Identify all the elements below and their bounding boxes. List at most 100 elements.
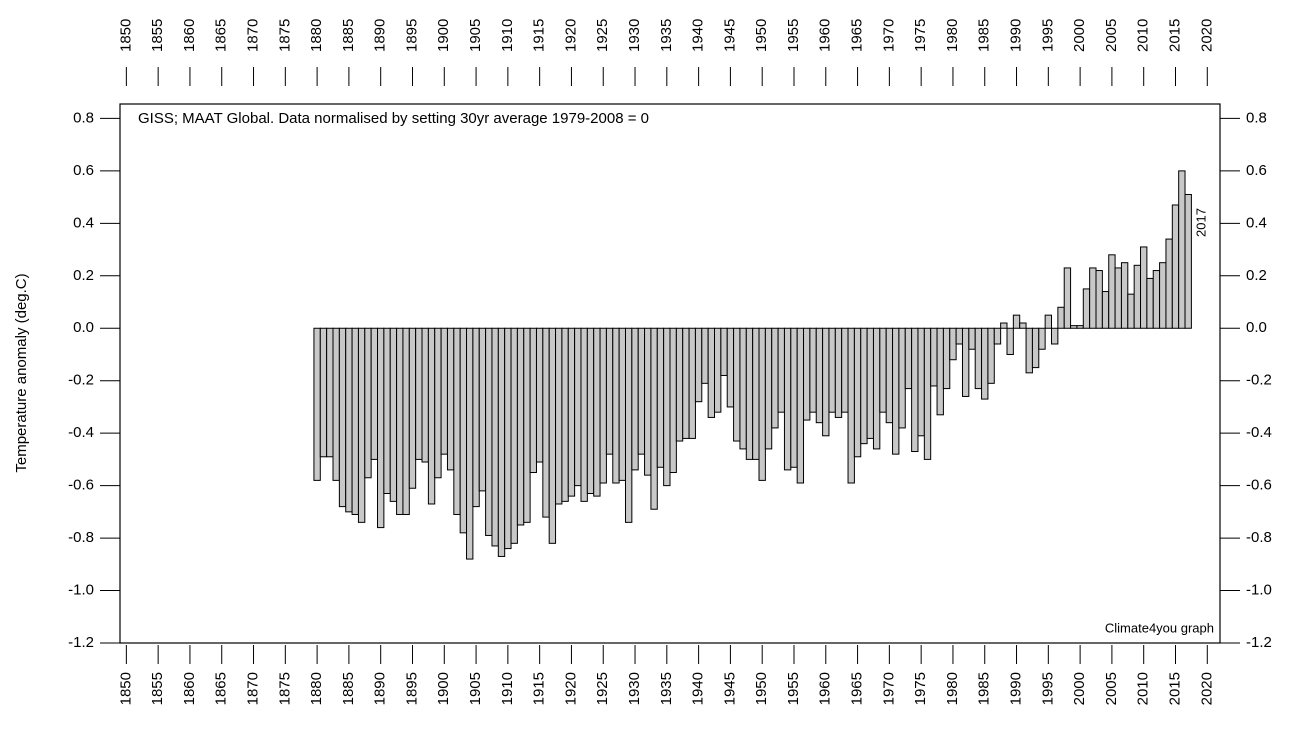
bar bbox=[694, 327, 703, 403]
bar bbox=[898, 327, 906, 429]
bar bbox=[752, 327, 760, 460]
bar bbox=[1051, 327, 1059, 345]
bar bbox=[453, 327, 461, 515]
bar bbox=[542, 327, 550, 518]
x-tick-label: 1930 bbox=[626, 672, 643, 705]
bar bbox=[523, 327, 531, 523]
x-tick-label: 1930 bbox=[626, 19, 643, 52]
x-tick-label: 1885 bbox=[340, 19, 357, 52]
bar bbox=[656, 327, 665, 468]
bar bbox=[777, 327, 785, 413]
bar bbox=[313, 327, 321, 481]
bar bbox=[688, 327, 696, 439]
bar bbox=[1031, 327, 1040, 369]
x-tick-label: 1860 bbox=[181, 672, 198, 705]
x-tick-label: 2015 bbox=[1166, 19, 1183, 52]
y-tick-label: 0.8 bbox=[1246, 109, 1267, 126]
bar bbox=[771, 327, 779, 429]
bar bbox=[930, 327, 938, 387]
bar bbox=[809, 327, 817, 413]
bar bbox=[822, 327, 830, 437]
bar bbox=[1063, 267, 1072, 329]
y-tick-label: 0.2 bbox=[1246, 267, 1267, 284]
x-tick-label: 1995 bbox=[1039, 19, 1056, 52]
bar bbox=[866, 327, 874, 439]
bar bbox=[669, 327, 677, 474]
x-tick-label: 1890 bbox=[372, 672, 389, 705]
y-tick-label: -0.6 bbox=[1246, 477, 1272, 494]
x-tick-label: 1970 bbox=[880, 672, 897, 705]
y-tick-label: 0.8 bbox=[73, 109, 94, 126]
bar bbox=[764, 327, 773, 450]
x-tick-label: 1865 bbox=[213, 19, 230, 52]
y-tick-label: -1.0 bbox=[68, 582, 94, 599]
bar bbox=[720, 327, 728, 376]
x-tick-label: 1870 bbox=[244, 19, 261, 52]
bar bbox=[485, 327, 493, 536]
x-tick-label: 1890 bbox=[372, 19, 389, 52]
x-tick-label: 1855 bbox=[149, 19, 166, 52]
x-tick-label: 1920 bbox=[562, 19, 579, 52]
bar bbox=[345, 327, 353, 513]
x-tick-label: 1975 bbox=[912, 672, 929, 705]
x-tick-label: 1885 bbox=[340, 672, 357, 705]
chart-title: GISS; MAAT Global. Data normalised by se… bbox=[138, 110, 649, 127]
x-tick-label: 1900 bbox=[435, 19, 452, 52]
bar bbox=[580, 327, 588, 502]
y-tick-label: -0.2 bbox=[1246, 372, 1272, 389]
x-tick-label: 1960 bbox=[817, 672, 834, 705]
bar bbox=[682, 327, 690, 439]
bar bbox=[612, 327, 620, 484]
x-tick-label: 1870 bbox=[244, 672, 261, 705]
bar bbox=[841, 327, 849, 413]
bar bbox=[1152, 270, 1161, 329]
bar bbox=[1171, 204, 1180, 329]
x-tick-label: 1875 bbox=[276, 672, 293, 705]
bar bbox=[904, 327, 913, 390]
bar bbox=[860, 327, 868, 445]
y-tick-label: -0.6 bbox=[68, 477, 94, 494]
y-tick-label: 0.2 bbox=[73, 267, 94, 284]
bar bbox=[478, 327, 487, 492]
bar bbox=[446, 327, 455, 471]
bar bbox=[707, 327, 716, 418]
x-tick-label: 1895 bbox=[403, 672, 420, 705]
bar bbox=[981, 327, 989, 400]
x-tick-label: 1950 bbox=[753, 672, 770, 705]
bar bbox=[326, 327, 334, 458]
annotation: Climate4you graph bbox=[1105, 620, 1214, 635]
bar bbox=[466, 327, 474, 560]
bar bbox=[644, 327, 652, 476]
bar bbox=[370, 327, 379, 460]
bar bbox=[357, 327, 366, 523]
x-tick-label: 1955 bbox=[785, 672, 802, 705]
x-tick-label: 1905 bbox=[467, 19, 484, 52]
x-tick-label: 1945 bbox=[721, 672, 738, 705]
x-tick-label: 1975 bbox=[912, 19, 929, 52]
bar bbox=[726, 327, 735, 408]
bar bbox=[815, 327, 824, 424]
bar bbox=[1108, 254, 1116, 329]
bar bbox=[491, 327, 499, 547]
x-tick-label: 1990 bbox=[1008, 19, 1025, 52]
y-tick-label: -0.4 bbox=[68, 424, 94, 441]
x-tick-label: 1910 bbox=[499, 19, 516, 52]
x-tick-label: 1850 bbox=[117, 672, 134, 705]
bar bbox=[828, 327, 836, 413]
bar bbox=[605, 327, 614, 455]
bar bbox=[421, 327, 429, 463]
bar bbox=[586, 327, 595, 494]
x-tick-label: 1915 bbox=[531, 19, 548, 52]
y-tick-label: -0.2 bbox=[68, 372, 94, 389]
x-tick-label: 1980 bbox=[944, 672, 961, 705]
bar bbox=[1082, 288, 1091, 329]
x-tick-label: 2010 bbox=[1135, 672, 1152, 705]
bar bbox=[942, 327, 951, 390]
x-tick-label: 1925 bbox=[594, 672, 611, 705]
x-tick-label: 1915 bbox=[531, 672, 548, 705]
bar bbox=[574, 327, 582, 487]
bar bbox=[338, 327, 347, 508]
bar bbox=[961, 327, 970, 397]
bar bbox=[1095, 270, 1103, 329]
bar bbox=[872, 327, 881, 450]
